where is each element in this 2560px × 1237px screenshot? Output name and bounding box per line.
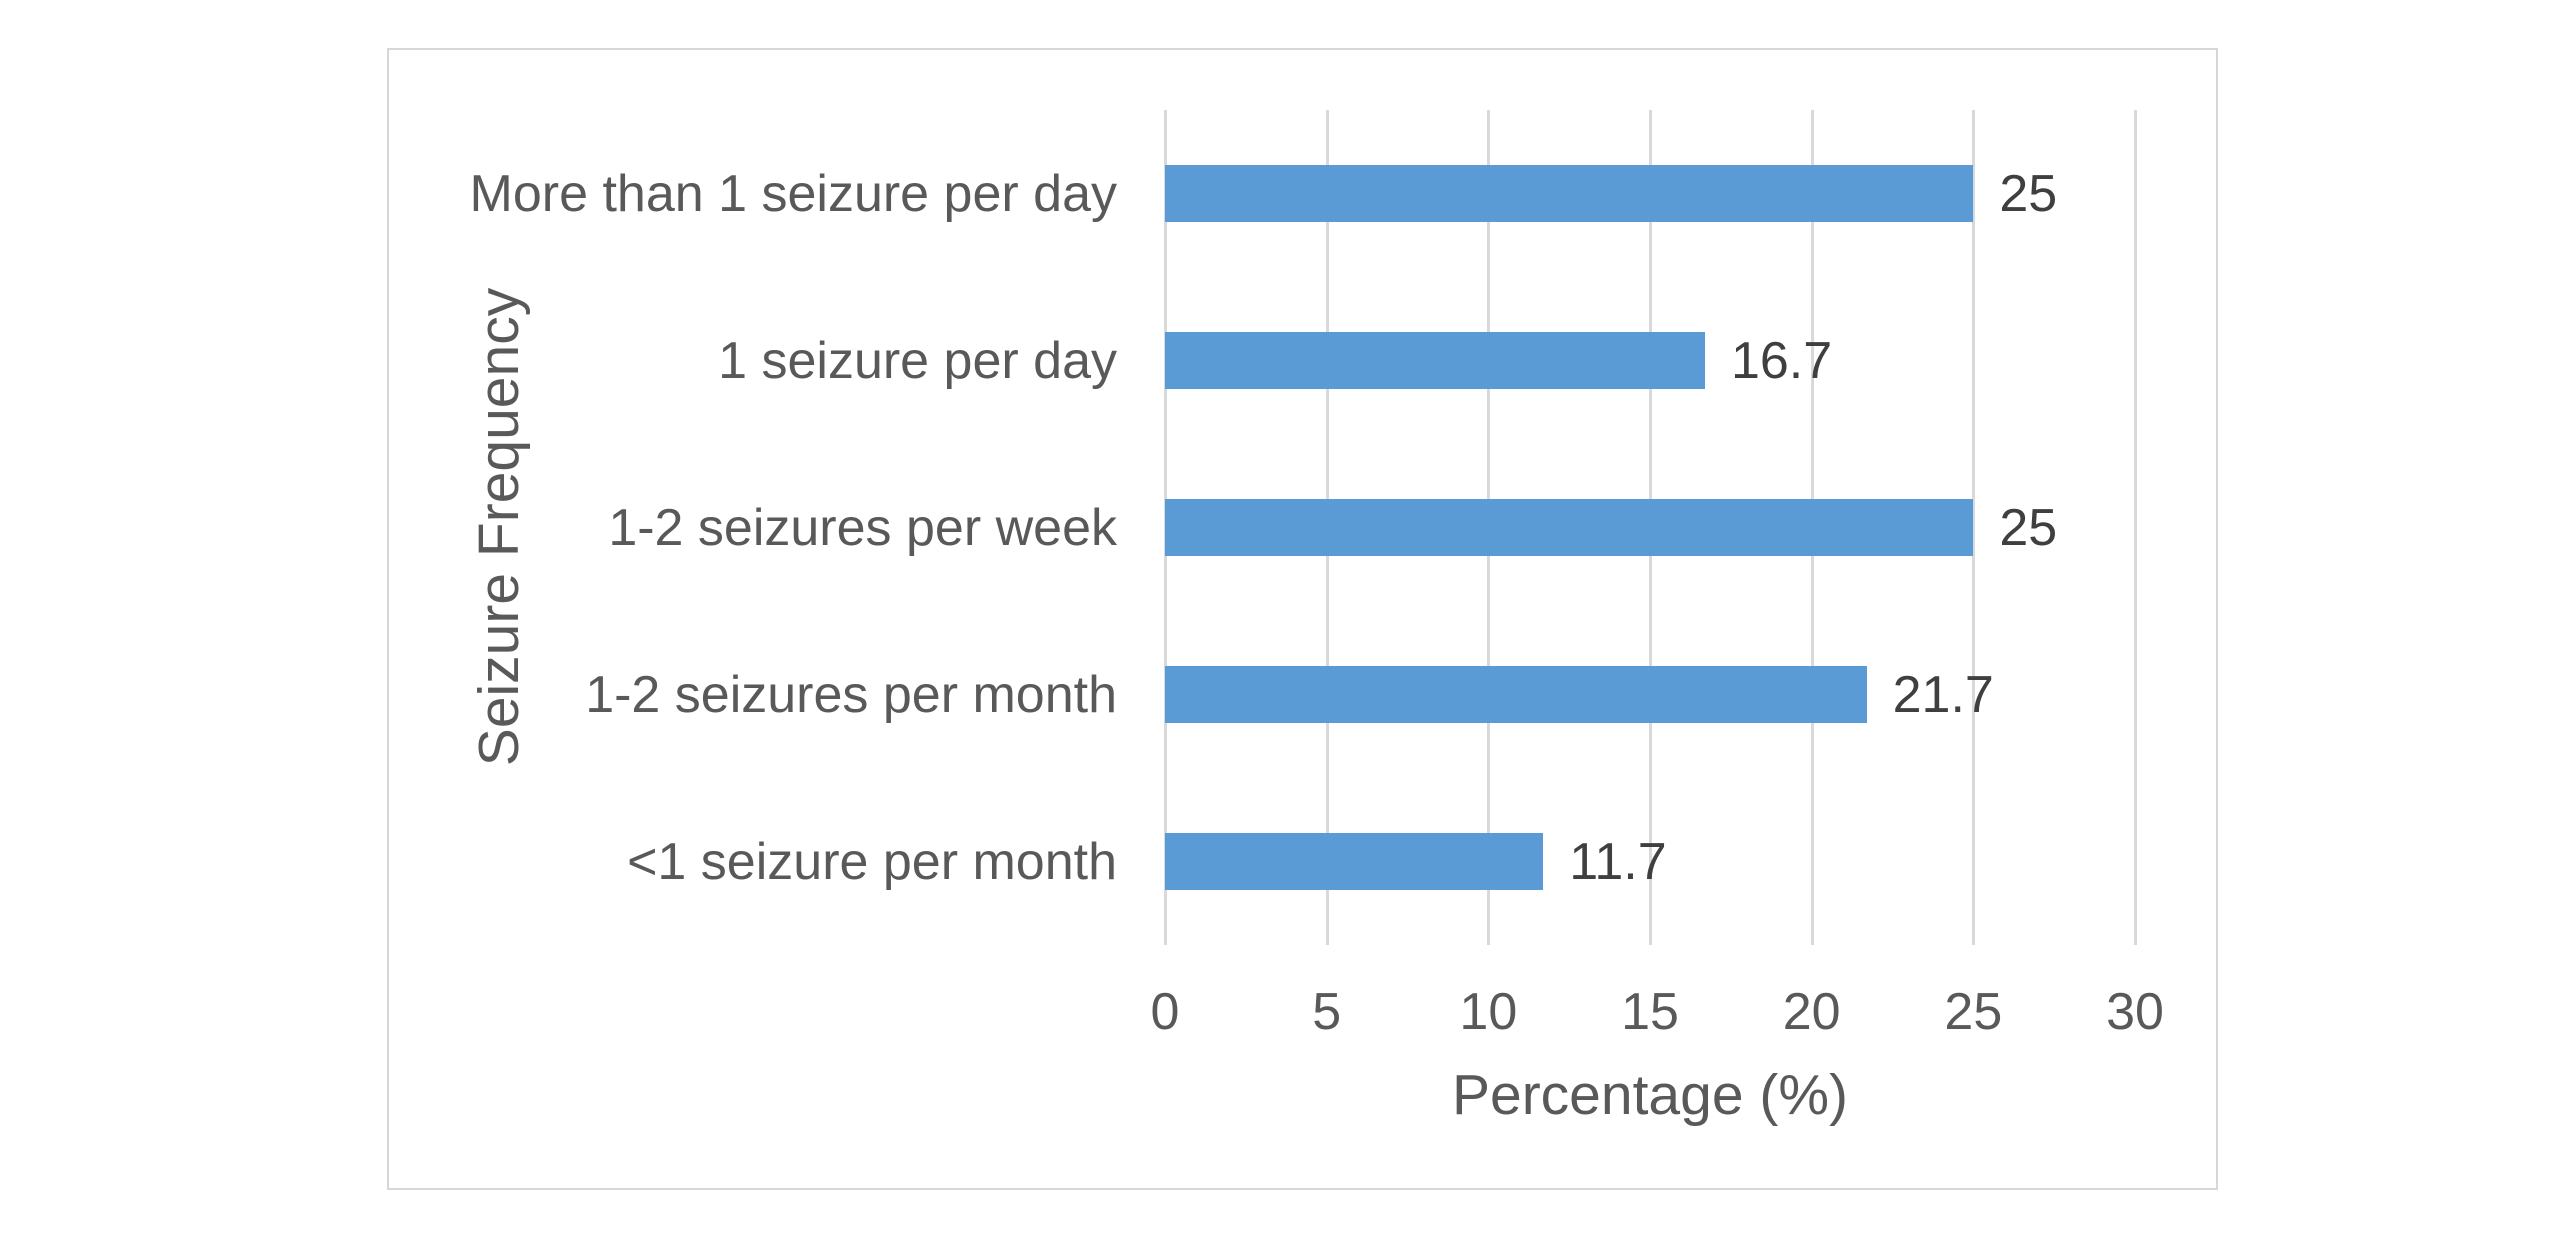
gridline — [1972, 110, 1976, 945]
bar-value-label: 25 — [1999, 164, 2058, 223]
bar — [1165, 332, 1705, 389]
bar-value-label: 16.7 — [1730, 331, 1833, 390]
x-tick-label: 15 — [1621, 983, 1679, 1041]
x-tick-label: 25 — [1944, 983, 2003, 1041]
x-tick-label: 30 — [2106, 983, 2164, 1041]
bar — [1165, 499, 1974, 556]
plot-area: 25 16.7 25 21.7 11.7 — [1164, 110, 2137, 945]
gridline — [2134, 110, 2137, 945]
bar — [1165, 165, 1974, 222]
x-tick-label: 20 — [1782, 983, 1841, 1041]
bar-value-label: 25 — [1999, 498, 2058, 557]
x-tick-label: 0 — [1150, 983, 1180, 1041]
x-tick-label: 10 — [1459, 983, 1518, 1041]
bar-value-label: 21.7 — [1892, 665, 1994, 724]
bar — [1165, 666, 1867, 723]
x-tick-label: 5 — [1312, 983, 1342, 1041]
category-label: <1 seizure per month — [627, 832, 1117, 891]
category-label: 1-2 seizures per month — [585, 665, 1117, 724]
bar-value-label: 11.7 — [1569, 832, 1667, 891]
category-label: More than 1 seizure per day — [469, 164, 1117, 223]
x-axis-title: Percentage (%) — [1451, 1063, 1849, 1127]
chart-frame: Seizure Frequency 25 16.7 25 21.7 11.7 More … — [387, 48, 2218, 1190]
category-label: 1 seizure per day — [718, 331, 1117, 390]
bar — [1165, 833, 1544, 890]
category-label: 1-2 seizures per week — [608, 498, 1117, 557]
